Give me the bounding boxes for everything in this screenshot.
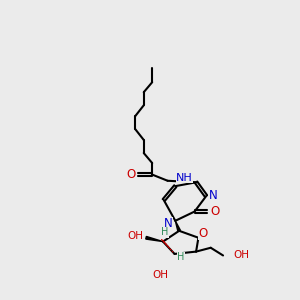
Text: NH: NH bbox=[176, 173, 193, 183]
Text: O: O bbox=[198, 226, 208, 240]
Text: N: N bbox=[164, 218, 173, 230]
Text: N: N bbox=[209, 189, 218, 202]
Text: O: O bbox=[126, 168, 135, 181]
Text: H: H bbox=[177, 252, 184, 262]
Text: OH: OH bbox=[127, 231, 143, 241]
Text: OH: OH bbox=[233, 250, 249, 260]
Text: OH: OH bbox=[152, 271, 168, 281]
Text: H: H bbox=[161, 227, 168, 237]
Polygon shape bbox=[175, 221, 180, 231]
Text: O: O bbox=[210, 205, 219, 218]
Polygon shape bbox=[146, 236, 163, 242]
